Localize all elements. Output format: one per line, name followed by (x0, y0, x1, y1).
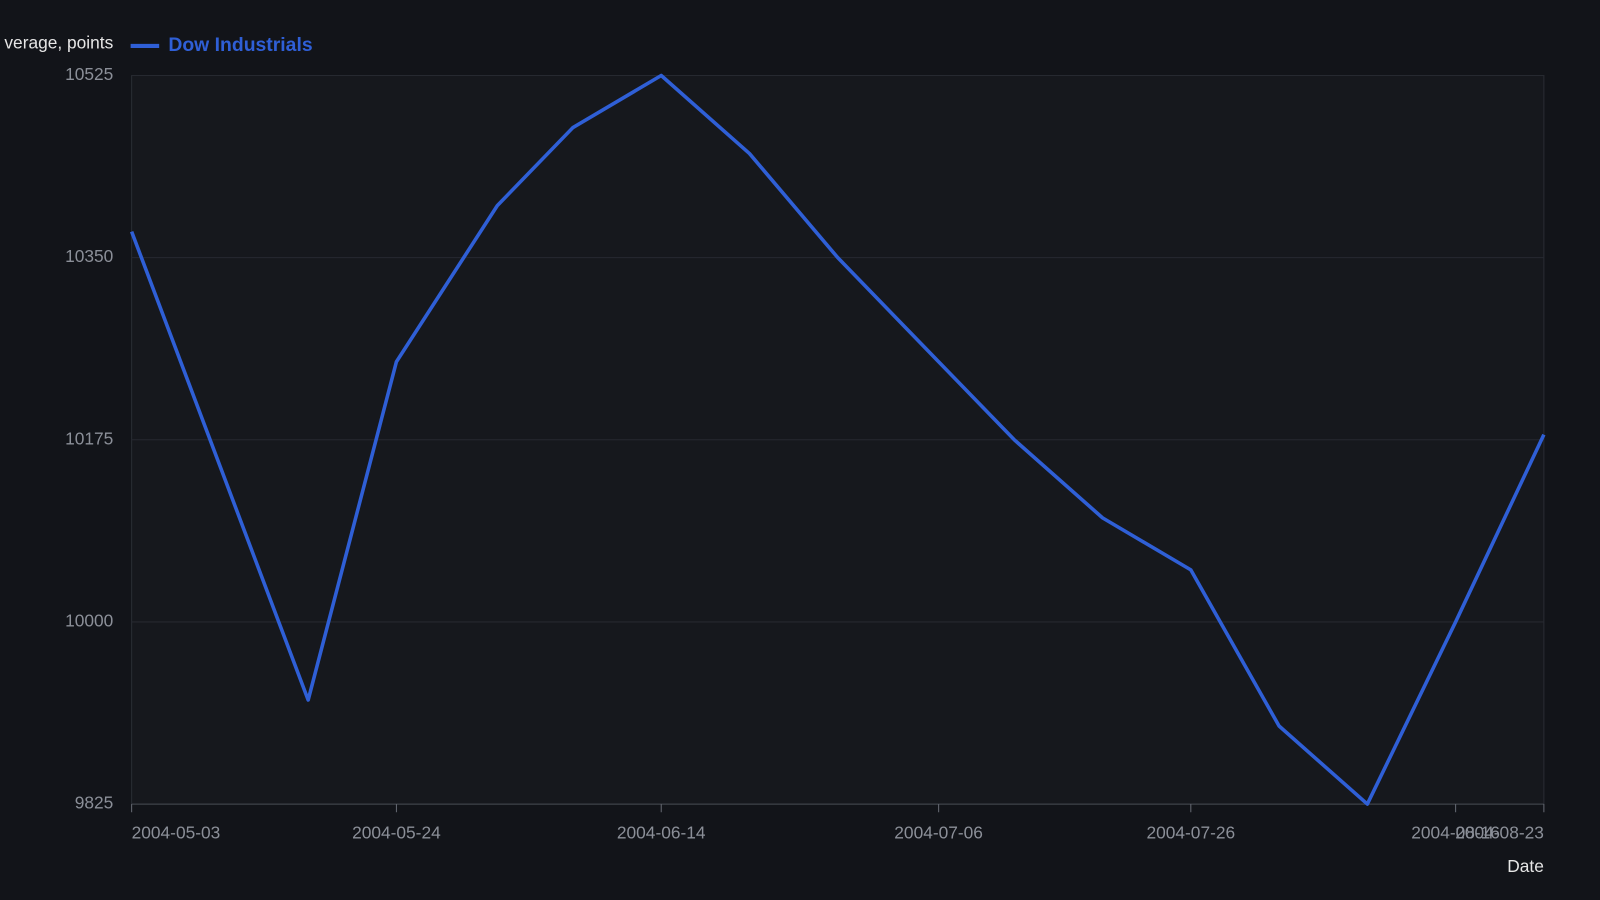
data-line (129, 73, 1546, 806)
x-tick-label: 2004-06-14 (617, 822, 706, 842)
y-tick-label: 10350 (65, 246, 113, 266)
legend-label: Dow Industrials (168, 34, 312, 56)
x-tick-label: 2004-05-03 (132, 822, 221, 842)
x-tick-label: 2004-08-23 (1455, 822, 1544, 842)
x-tick-label: 2004-05-24 (352, 822, 441, 842)
x-tick-label: 2004-07-26 (1146, 822, 1235, 842)
y-axis-title: verage, points (4, 32, 113, 52)
x-tick-label: 2004-08-16 (1411, 822, 1500, 842)
x-axis-title: Date (1507, 856, 1544, 876)
x-tick-label: 2004-07-06 (894, 822, 983, 842)
y-tick-label: 10525 (65, 64, 113, 84)
y-tick-label: 10000 (65, 611, 113, 631)
y-tick-label: 9825 (75, 793, 114, 813)
y-tick-label: 10175 (65, 428, 113, 448)
